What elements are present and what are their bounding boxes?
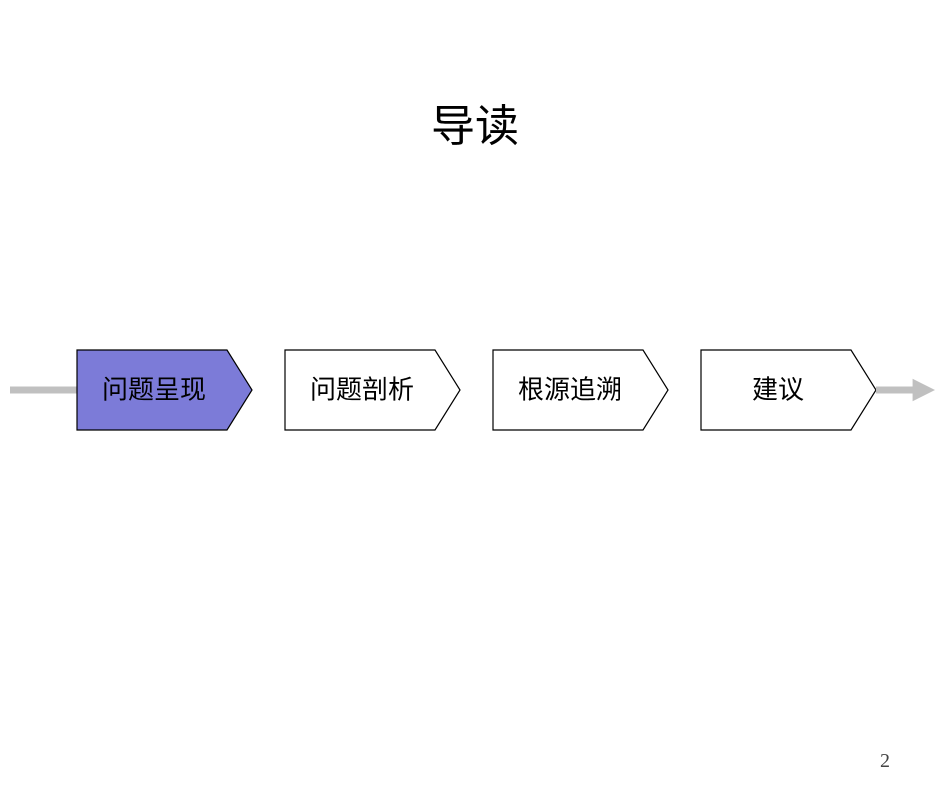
flow-step-label: 根源追溯 [518,376,622,405]
page-title: 导读 [0,90,950,154]
flow-step-label: 问题呈现 [102,376,206,405]
flow-step-label: 建议 [752,376,804,405]
arrowhead-icon [913,379,935,401]
flow-step-label: 问题剖析 [310,376,414,405]
process-flow: 问题呈现 问题剖析 根源追溯 建议 [0,340,950,440]
page-number: 2 [880,750,890,773]
